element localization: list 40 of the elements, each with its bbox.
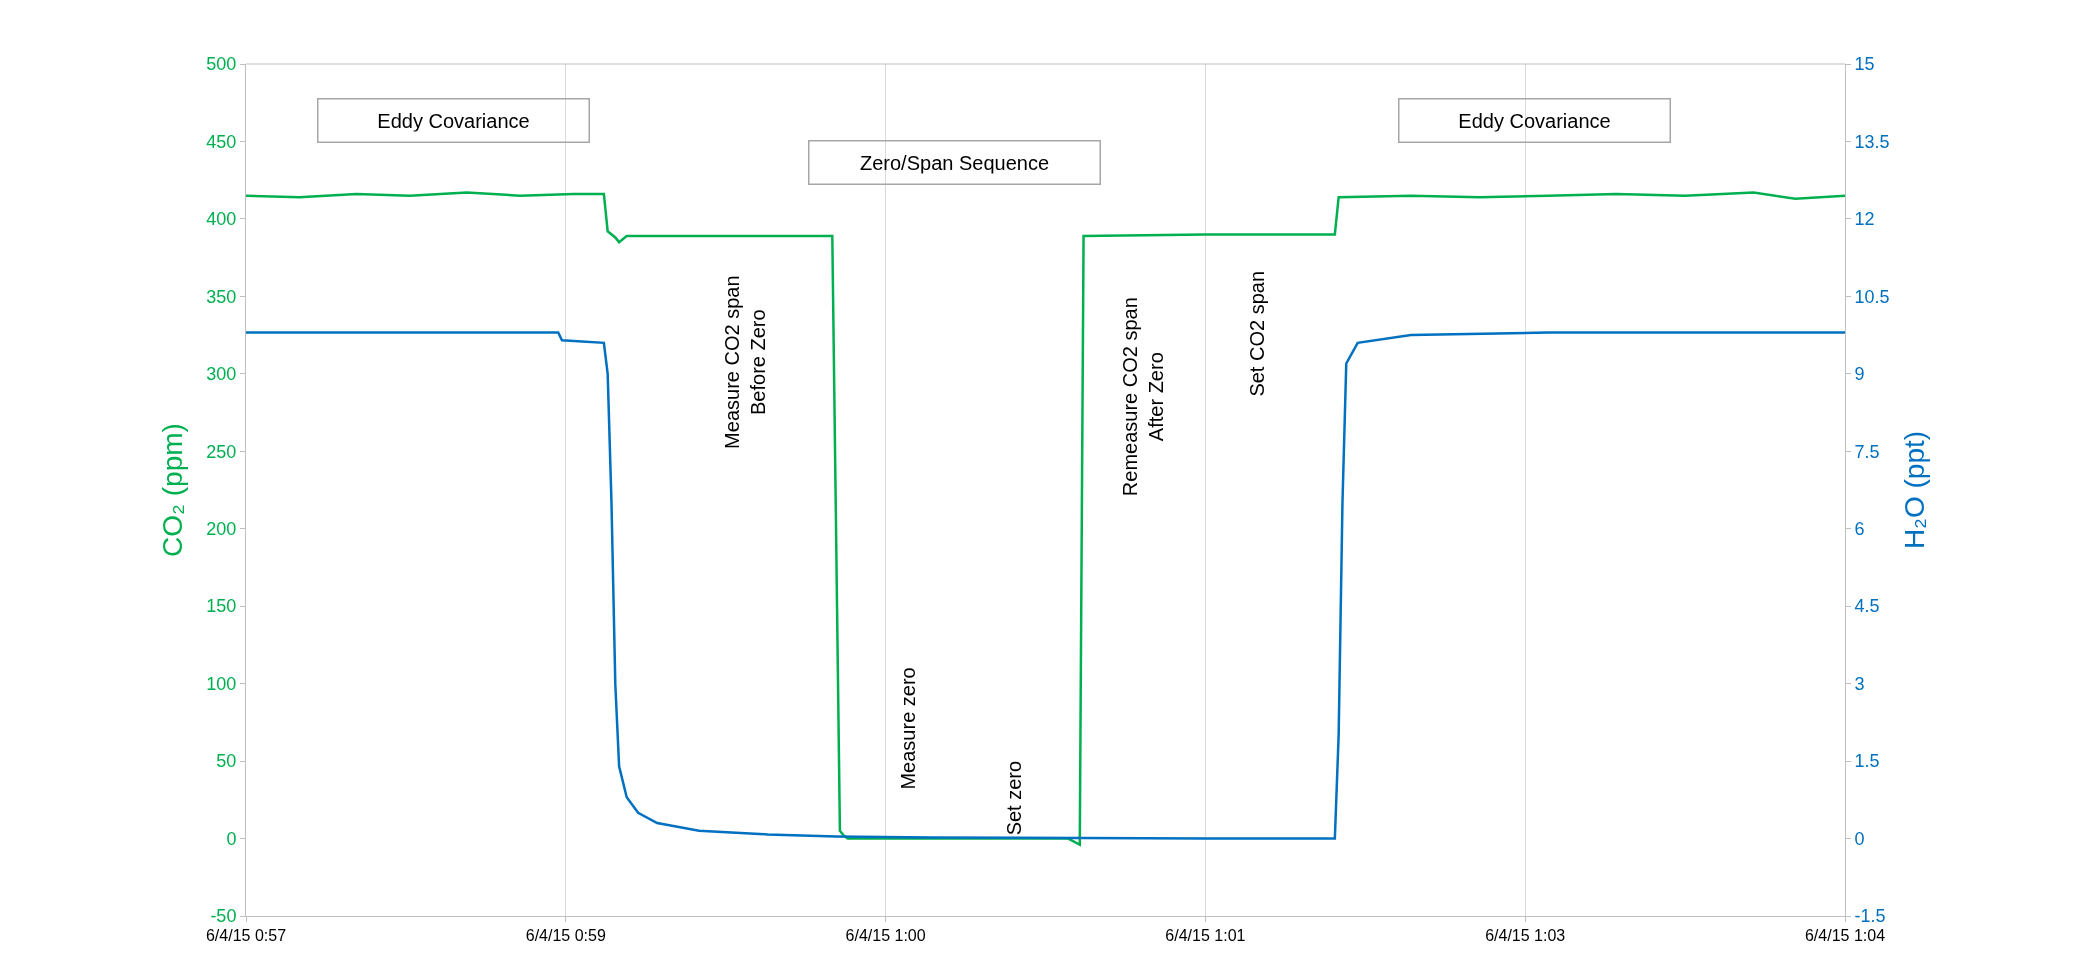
y-tick-label: 450 [206, 131, 237, 152]
annotation: Set zero [1002, 760, 1025, 836]
y-tick-label: 350 [206, 286, 237, 307]
y-tick-label: 200 [206, 519, 237, 540]
annotation: Zero/Span Sequence [859, 151, 1050, 174]
y2-tick-label: -1.5 [1854, 906, 1886, 927]
y2-tick-label: 6 [1854, 519, 1865, 540]
y-tick-label: 400 [206, 209, 237, 230]
y2-tick-label: 3 [1854, 673, 1865, 694]
y-tick-label: 500 [206, 54, 237, 75]
annotation: Eddy Covariance [377, 109, 530, 132]
y2-tick-label: 15 [1854, 54, 1875, 75]
annotation: Set CO2 span [1246, 270, 1269, 397]
y2-axis-title: H₂O (ppt) [1898, 430, 1930, 550]
x-tick-label: 6/4/15 1:01 [1165, 927, 1246, 945]
annotation: Eddy Covariance [1458, 109, 1611, 132]
x-tick-label: 6/4/15 1:00 [845, 927, 926, 945]
y-tick-label: 250 [206, 441, 237, 462]
y-tick-label: 50 [216, 751, 237, 772]
y2-tick-label: 7.5 [1854, 441, 1880, 462]
y-axis-title: CO₂ (ppm) [157, 423, 189, 557]
y-tick-label: 150 [206, 596, 237, 617]
x-tick-label: 6/4/15 0:57 [205, 927, 287, 945]
y2-tick-label: 4.5 [1854, 596, 1880, 617]
y-tick-label: -50 [210, 906, 237, 927]
y2-tick-label: 12 [1854, 209, 1875, 230]
y-tick-label: 0 [226, 828, 237, 849]
y-tick-label: 300 [206, 364, 237, 385]
y2-tick-label: 9 [1854, 364, 1865, 385]
x-tick-label: 6/4/15 0:59 [525, 927, 606, 945]
y2-tick-label: 10.5 [1854, 286, 1890, 307]
y2-tick-label: 13.5 [1854, 131, 1890, 152]
y2-tick-label: 1.5 [1854, 751, 1880, 772]
annotation: Measure CO2 span Before Zero [721, 275, 770, 449]
annotation: Remeasure CO2 span After Zero [1118, 297, 1167, 497]
y2-tick-label: 0 [1854, 828, 1865, 849]
x-tick-label: 6/4/15 1:04 [1804, 927, 1886, 945]
y-tick-label: 100 [206, 673, 237, 694]
x-tick-label: 6/4/15 1:03 [1485, 927, 1566, 945]
annotation: Measure zero [897, 667, 920, 790]
